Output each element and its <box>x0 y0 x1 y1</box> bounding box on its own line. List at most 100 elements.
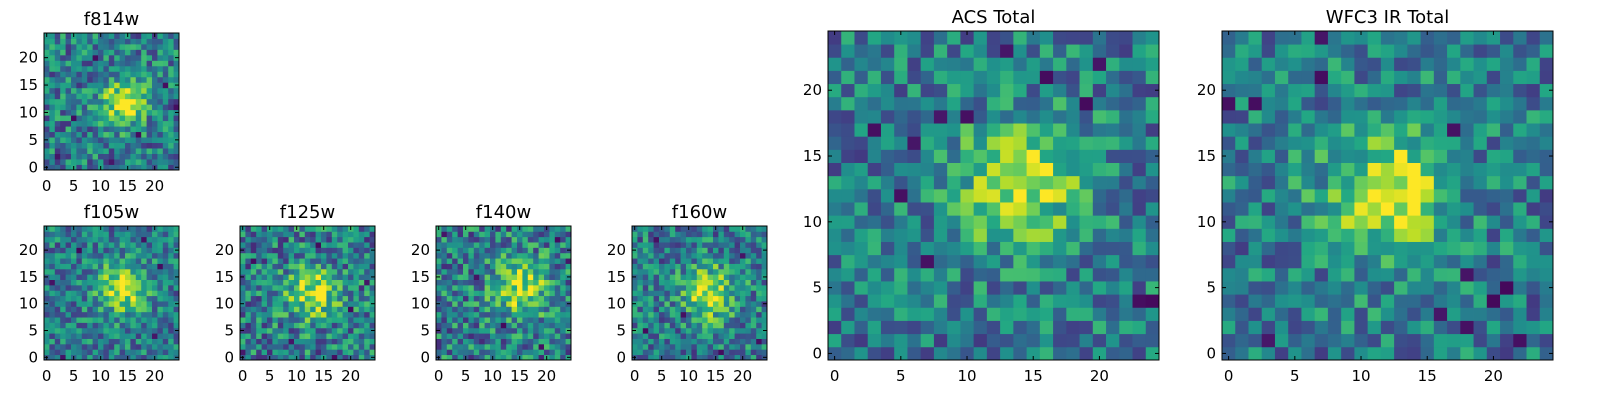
pixel-cell <box>1341 281 1355 295</box>
pixel-cell <box>920 294 935 308</box>
pixel-cell <box>986 320 1001 335</box>
pixel-cell <box>495 226 502 232</box>
pixel-cell <box>723 301 730 307</box>
pixel-cell <box>867 175 882 190</box>
pixel-cell <box>1301 320 1316 335</box>
pixel-cell <box>894 294 908 308</box>
pixel-cell <box>1119 228 1133 242</box>
pixel-cell <box>168 290 174 297</box>
pixel-cell <box>49 343 56 350</box>
pixel-cell <box>500 306 507 313</box>
pixel-cell <box>1026 267 1041 282</box>
pixel-cell <box>173 279 180 286</box>
pixel-cell <box>691 295 698 302</box>
y-tick-label: 15 <box>607 268 626 286</box>
pixel-cell <box>54 137 61 143</box>
pixel-cell <box>841 267 855 282</box>
pixel-cell <box>60 354 66 361</box>
pixel-cell <box>484 322 491 329</box>
pixel-cell <box>1447 136 1461 150</box>
pixel-cell <box>544 274 550 280</box>
pixel-cell <box>1039 175 1054 190</box>
pixel-cell <box>1433 123 1448 137</box>
pixel-cell <box>1222 44 1236 58</box>
pixel-cell <box>65 104 72 111</box>
pixel-cell <box>130 98 137 105</box>
pixel-cell <box>71 93 77 100</box>
pixel-cell <box>506 295 512 302</box>
pixel-cell <box>973 149 988 163</box>
pixel-cell <box>1039 162 1054 177</box>
pixel-cell <box>267 306 273 313</box>
pixel-cell <box>1367 333 1382 348</box>
pixel-cell <box>1314 254 1329 269</box>
pixel-cell <box>245 338 252 345</box>
pixel-cell <box>119 333 126 339</box>
pixel-cell <box>114 87 120 94</box>
pixel-cell <box>1039 267 1054 282</box>
pixel-cell <box>1327 136 1342 150</box>
pixel-cell <box>49 153 56 160</box>
pixel-cell <box>283 274 289 280</box>
pixel-cell <box>533 317 539 323</box>
pixel-cell <box>761 322 768 329</box>
pixel-cell <box>452 284 458 291</box>
pixel-cell <box>49 76 56 83</box>
pixel-cell <box>1539 162 1554 177</box>
pixel-cell <box>76 82 83 89</box>
pixel-cell <box>267 258 273 264</box>
pixel-cell <box>960 31 975 45</box>
pixel-cell <box>446 338 453 345</box>
pixel-cell <box>342 306 349 313</box>
pixel-cell <box>157 338 164 345</box>
pixel-cell <box>87 247 93 254</box>
pixel-cell <box>245 268 252 275</box>
pixel-cell <box>1288 175 1302 190</box>
pixel-cell <box>1119 254 1133 269</box>
pixel-cell <box>1132 320 1147 335</box>
pixel-cell <box>245 343 252 350</box>
pixel-cell <box>162 98 169 105</box>
pixel-cell <box>1039 320 1054 335</box>
pixel-cell <box>162 317 169 323</box>
pixel-cell <box>1106 241 1120 256</box>
pixel-cell <box>707 226 714 232</box>
pixel-cell <box>369 306 376 313</box>
pixel-cell <box>1380 267 1395 282</box>
pixel-cell <box>718 349 725 356</box>
pixel-cell <box>157 322 164 329</box>
pixel-cell <box>173 317 180 323</box>
pixel-cell <box>490 311 496 318</box>
pixel-cell <box>76 268 83 275</box>
pixel-cell <box>1314 162 1329 177</box>
pixel-cell <box>637 317 644 323</box>
pixel-cell <box>114 322 120 329</box>
pixel-cell <box>669 263 676 270</box>
pixel-cell <box>648 349 654 356</box>
pixel-cell <box>71 311 77 318</box>
pixel-cell <box>1486 241 1501 256</box>
pixel-cell <box>125 120 131 127</box>
pixel-cell <box>1132 70 1147 85</box>
pixel-cell <box>294 349 300 356</box>
pixel-cell <box>1433 149 1448 163</box>
pixel-cell <box>1420 267 1435 282</box>
pixel-cell <box>527 311 534 318</box>
pixel-cell <box>960 109 975 124</box>
pixel-cell <box>364 274 370 280</box>
pixel-cell <box>1513 202 1527 216</box>
pixel-cell <box>304 301 311 307</box>
pixel-cell <box>1380 254 1395 269</box>
pixel-cell <box>114 343 120 350</box>
pixel-cell <box>245 317 252 323</box>
pixel-cell <box>98 322 104 329</box>
pixel-cell <box>168 295 174 302</box>
pixel-cell <box>81 49 88 56</box>
pixel-cell <box>718 242 725 248</box>
pixel-cell <box>173 98 180 105</box>
pixel-cell <box>960 162 975 177</box>
pixel-cell <box>342 327 349 334</box>
pixel-cell <box>119 236 126 243</box>
pixel-cell <box>358 290 365 297</box>
pixel-cell <box>1301 57 1316 71</box>
